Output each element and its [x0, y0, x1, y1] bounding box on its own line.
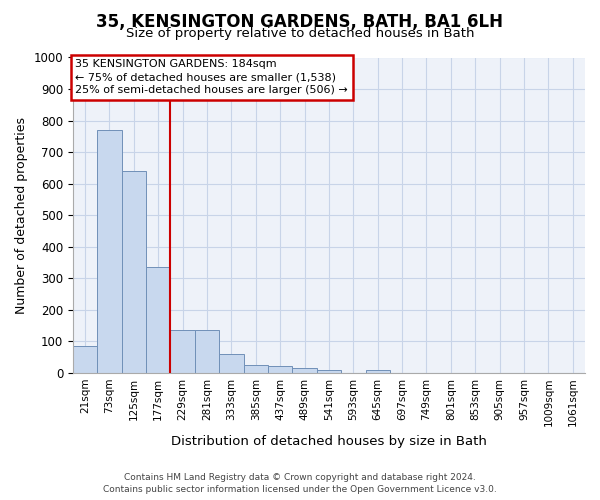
- Bar: [317, 370, 341, 372]
- X-axis label: Distribution of detached houses by size in Bath: Distribution of detached houses by size …: [171, 434, 487, 448]
- Bar: [219, 354, 244, 372]
- Bar: [97, 130, 122, 372]
- Text: 35 KENSINGTON GARDENS: 184sqm
← 75% of detached houses are smaller (1,538)
25% o: 35 KENSINGTON GARDENS: 184sqm ← 75% of d…: [76, 59, 348, 96]
- Bar: [244, 365, 268, 372]
- Y-axis label: Number of detached properties: Number of detached properties: [15, 116, 28, 314]
- Bar: [268, 366, 292, 372]
- Bar: [73, 346, 97, 372]
- Bar: [195, 330, 219, 372]
- Bar: [365, 370, 390, 372]
- Bar: [292, 368, 317, 372]
- Text: Size of property relative to detached houses in Bath: Size of property relative to detached ho…: [126, 28, 474, 40]
- Bar: [146, 267, 170, 372]
- Bar: [122, 171, 146, 372]
- Text: Contains HM Land Registry data © Crown copyright and database right 2024.
Contai: Contains HM Land Registry data © Crown c…: [103, 472, 497, 494]
- Text: 35, KENSINGTON GARDENS, BATH, BA1 6LH: 35, KENSINGTON GARDENS, BATH, BA1 6LH: [97, 12, 503, 30]
- Bar: [170, 330, 195, 372]
